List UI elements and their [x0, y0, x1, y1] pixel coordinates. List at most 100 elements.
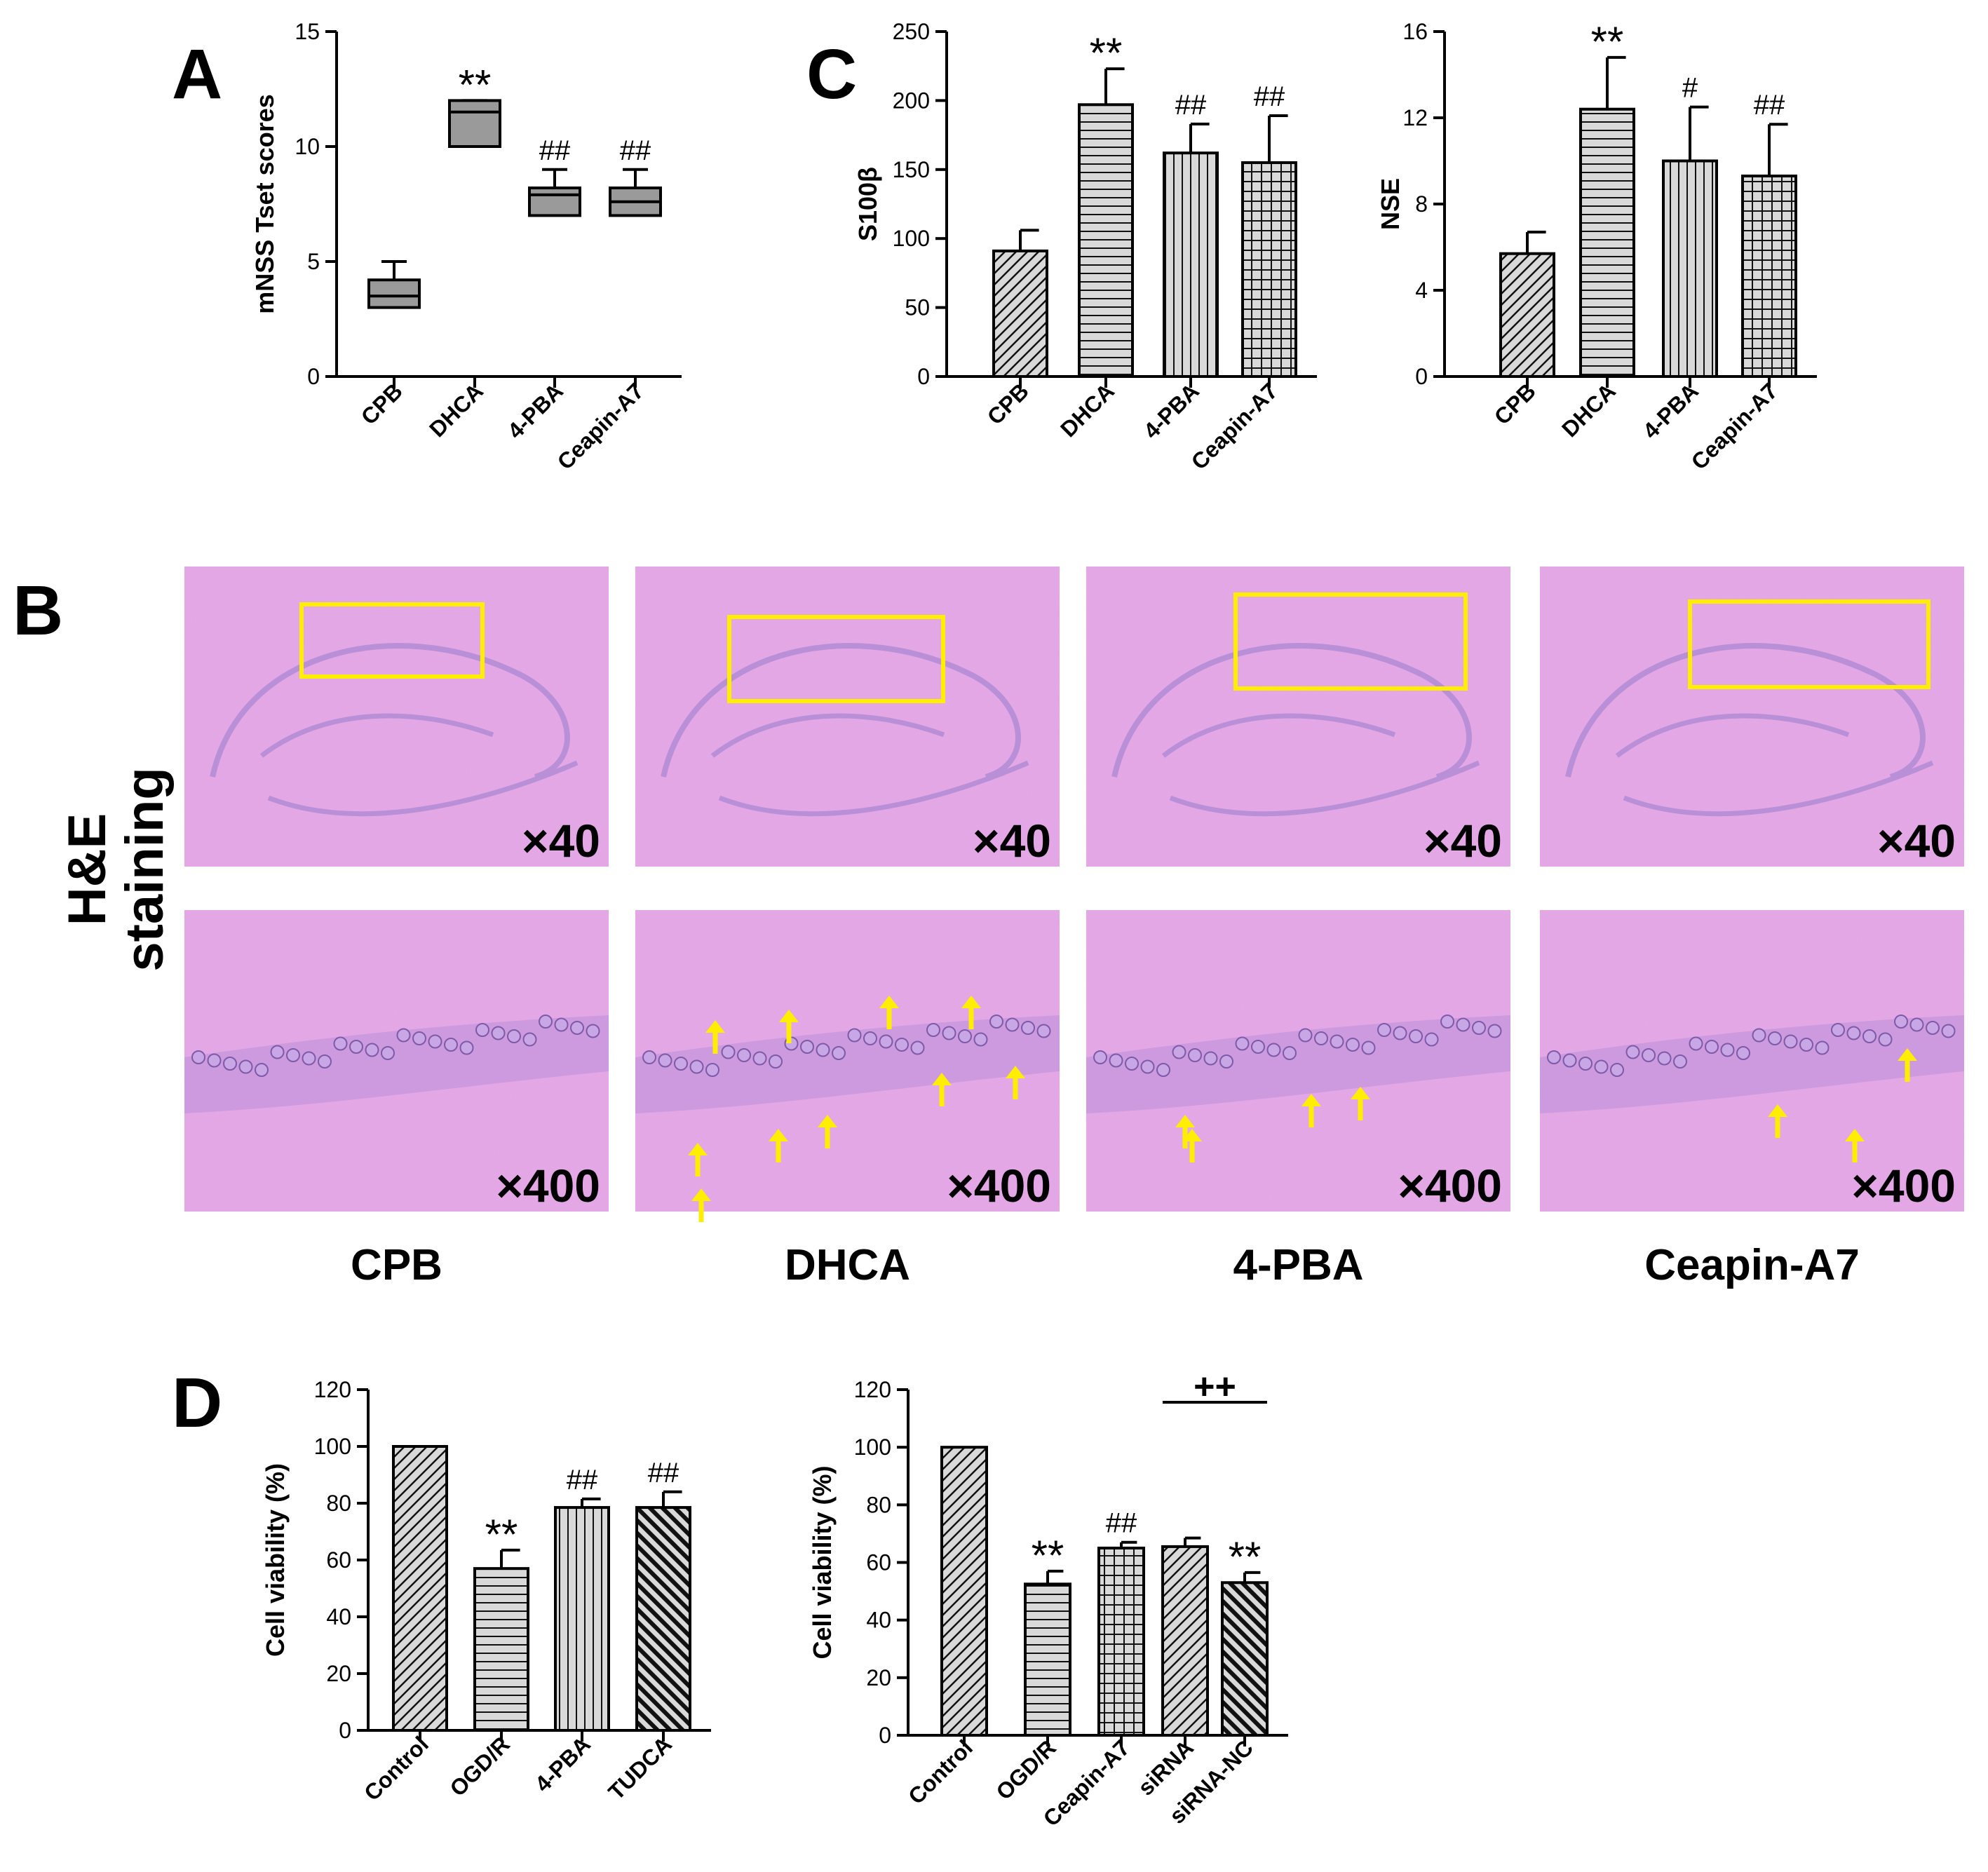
neuron-cell — [1093, 1050, 1107, 1064]
neuron-cell — [1440, 1015, 1454, 1029]
damaged-neuron-arrowhead — [1182, 1129, 1202, 1141]
damaged-neuron-arrowhead — [1351, 1087, 1370, 1099]
neuron-cell — [1472, 1021, 1486, 1035]
neuron-cell — [1251, 1040, 1265, 1054]
neuron-cell — [459, 1040, 474, 1055]
neuron-cell — [1705, 1040, 1719, 1054]
neuron-cell — [1894, 1015, 1908, 1029]
neuron-cell — [1283, 1046, 1297, 1060]
significance-label: ** — [1591, 18, 1624, 65]
neuron-cell — [539, 1015, 553, 1029]
damaged-neuron-arrowhead — [769, 1129, 788, 1141]
damaged-neuron-arrowhead — [879, 996, 899, 1008]
bar — [1662, 159, 1718, 378]
significance-label: ## — [1175, 90, 1207, 121]
neuron-cell — [1346, 1038, 1360, 1052]
neuron-cell — [318, 1054, 332, 1069]
bar — [1499, 252, 1555, 378]
damaged-neuron-arrowhead — [1845, 1129, 1865, 1141]
bar — [1097, 1546, 1145, 1737]
damaged-neuron-arrowhead — [1175, 1115, 1195, 1127]
significance-label: # — [1682, 73, 1698, 104]
neuron-cell — [333, 1036, 348, 1051]
neuron-cell — [365, 1043, 379, 1057]
neuron-cell — [1021, 1021, 1035, 1035]
neuron-cell — [1456, 1017, 1470, 1032]
neuron-cell — [1594, 1059, 1609, 1074]
y-axis-label: NSE — [1376, 178, 1405, 230]
neuron-cell — [942, 1026, 956, 1040]
group-label: Ceapin-A7 — [1644, 1241, 1860, 1289]
neuron-cell — [1109, 1053, 1123, 1068]
y-tick-label: 0 — [917, 364, 930, 389]
neuron-cell — [1720, 1043, 1735, 1057]
y-tick-label: 60 — [866, 1550, 891, 1575]
neuron-cell — [926, 1023, 940, 1037]
chart-a-mnss-boxplot: 0 5 10 15 mNSS Tset scores CPB DHCA 4-PBACeapin… — [250, 19, 682, 475]
y-tick-label: 10 — [295, 134, 320, 159]
neuron-cell — [879, 1034, 893, 1049]
neuron-cell — [396, 1028, 411, 1043]
y-tick-label: 250 — [893, 19, 930, 44]
neuron-cell — [1625, 1045, 1640, 1059]
neuron-cell — [1330, 1034, 1344, 1049]
he-staining-grid: ×40 ×400 CPB ×40 ×400 DHCA ×40 ×400 4-PBA ×40 ×400… — [184, 567, 1964, 1289]
magnification-label: ×400 — [496, 1160, 600, 1212]
neuron-cell — [832, 1046, 846, 1060]
bar — [1221, 1581, 1269, 1737]
hippocampus-dentate-layer — [1161, 713, 1480, 817]
neuron-cell — [1005, 1017, 1020, 1032]
y-tick-label: 0 — [307, 364, 320, 389]
neuron-cell — [491, 1026, 506, 1040]
neuron-cell — [522, 1032, 537, 1047]
bar — [1024, 1582, 1071, 1737]
y-axis-label: Cell viability (%) — [808, 1465, 837, 1659]
neuron-cell — [910, 1040, 925, 1055]
category-label: 4-PBA — [503, 378, 568, 443]
neuron-cell — [674, 1057, 688, 1071]
neuron-cell — [1409, 1029, 1423, 1043]
bar — [1579, 107, 1635, 378]
damaged-neuron-arrowhead — [1768, 1104, 1787, 1117]
panel-letter-b: B — [13, 571, 63, 650]
neuron-cell — [1235, 1036, 1250, 1051]
neuron-cell — [973, 1032, 988, 1047]
magnification-label: ×400 — [947, 1160, 1051, 1212]
damaged-neuron-arrowhead — [688, 1143, 708, 1155]
pyramidal-cell-layer — [1540, 1015, 1964, 1113]
y-tick-label: 40 — [866, 1608, 891, 1633]
he-side-label-line1: H&E — [58, 813, 117, 925]
y-tick-label: 100 — [854, 1434, 891, 1460]
neuron-cell — [705, 1063, 719, 1077]
panel-letter-d: D — [172, 1364, 222, 1442]
y-tick-label: 150 — [893, 157, 930, 182]
magnification-label: ×40 — [1877, 815, 1956, 867]
y-tick-label: 100 — [314, 1434, 351, 1459]
neuron-cell — [554, 1017, 569, 1032]
bar — [1241, 161, 1297, 379]
y-tick-label: 80 — [326, 1491, 351, 1516]
y-tick-label: 4 — [1415, 278, 1428, 303]
neuron-cell — [689, 1059, 704, 1074]
y-tick-label: 0 — [1415, 364, 1428, 389]
y-axis-label: mNSS Tset scores — [250, 94, 279, 313]
neuron-cell — [1752, 1028, 1766, 1043]
y-tick-label: 60 — [326, 1547, 351, 1573]
category-label: Control — [359, 1731, 433, 1805]
y-tick-label: 5 — [307, 249, 320, 274]
magnification-label: ×400 — [1851, 1160, 1956, 1212]
neuron-cell — [1926, 1021, 1940, 1035]
neuron-cell — [1424, 1032, 1439, 1047]
neuron-cell — [958, 1029, 972, 1043]
bar — [992, 249, 1048, 378]
significance-label: ## — [539, 135, 571, 166]
magnification-label: ×400 — [1398, 1160, 1502, 1212]
y-tick-label: 20 — [326, 1661, 351, 1686]
neuron-cell — [1689, 1036, 1703, 1051]
neuron-cell — [428, 1034, 442, 1049]
neuron-cell — [1361, 1040, 1376, 1055]
damaged-neuron-arrowhead — [932, 1073, 952, 1085]
neuron-cell — [286, 1048, 300, 1062]
neuron-cell — [586, 1024, 600, 1038]
